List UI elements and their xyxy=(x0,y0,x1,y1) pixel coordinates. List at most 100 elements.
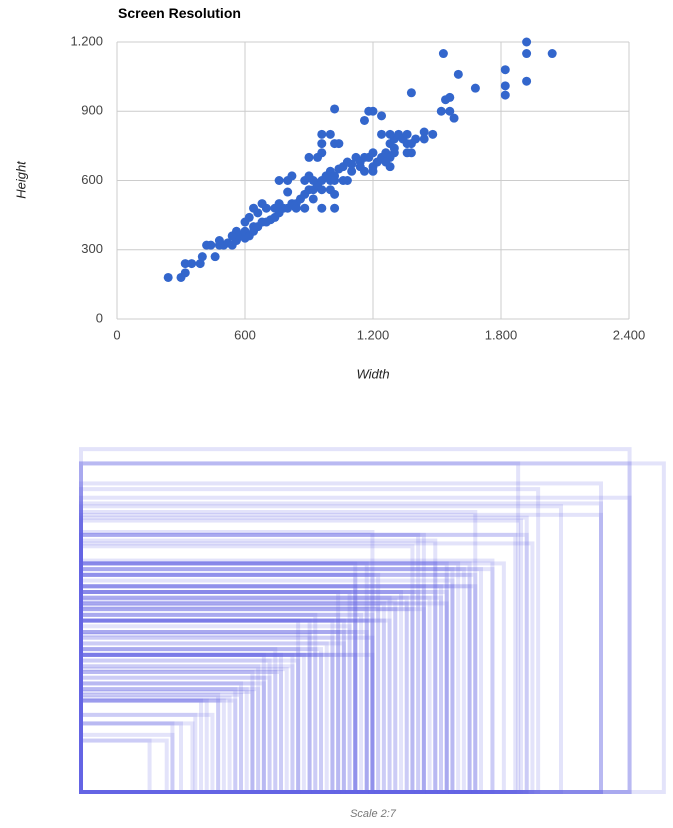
resolution-rect xyxy=(79,538,438,794)
point xyxy=(438,49,448,59)
resolution-rect xyxy=(79,630,369,794)
resolution-rect xyxy=(79,675,266,795)
point xyxy=(445,92,455,102)
resolution-rect xyxy=(79,658,301,794)
resolution-rect xyxy=(79,544,415,794)
point xyxy=(347,159,357,169)
resolution-rect xyxy=(79,721,183,795)
x-tick-label: 1.800 xyxy=(485,327,518,342)
point xyxy=(385,129,395,139)
point xyxy=(389,148,399,158)
point xyxy=(449,113,459,123)
point xyxy=(522,49,532,59)
point xyxy=(470,83,480,93)
point xyxy=(317,139,327,149)
point xyxy=(330,189,340,199)
resolution-rect xyxy=(79,667,289,795)
x-axis-title: Width xyxy=(356,366,389,381)
resolution-rect xyxy=(79,647,318,795)
resolution-rect xyxy=(79,664,261,794)
resolution-rect xyxy=(79,504,563,794)
resolution-rect xyxy=(79,595,443,795)
resolution-rect xyxy=(79,532,426,794)
resolution-rect xyxy=(79,590,449,794)
resolution-rect xyxy=(79,664,295,794)
resolution-rect xyxy=(79,652,266,794)
point xyxy=(381,157,391,167)
point xyxy=(419,134,429,144)
point xyxy=(317,203,327,213)
resolution-rect xyxy=(79,607,369,795)
point xyxy=(214,236,224,246)
resolution-rect xyxy=(79,658,272,794)
resolution-rect xyxy=(79,561,472,795)
resolution-rect xyxy=(79,607,415,795)
resolution-rect xyxy=(79,652,323,794)
resolution-rect xyxy=(79,561,461,795)
point xyxy=(419,127,429,137)
point xyxy=(308,194,318,204)
resolution-rect xyxy=(79,624,352,794)
resolution-rect xyxy=(79,670,283,794)
resolution-rect xyxy=(79,572,449,794)
resolution-rect xyxy=(79,630,346,794)
resolution-rect xyxy=(79,572,358,794)
resolution-rect xyxy=(79,590,421,794)
point xyxy=(547,49,557,59)
point xyxy=(445,106,455,116)
resolution-rect xyxy=(79,584,478,794)
resolution-rect xyxy=(79,630,341,794)
point xyxy=(180,268,190,278)
resolution-rect xyxy=(79,598,398,794)
resolution-rect xyxy=(79,584,426,794)
point xyxy=(377,129,387,139)
point xyxy=(406,88,416,98)
resolution-rect xyxy=(79,590,341,794)
resolution-rect xyxy=(79,595,432,795)
resolution-rect xyxy=(79,687,238,795)
resolution-rect xyxy=(79,670,278,794)
resolution-rect xyxy=(79,670,255,794)
y-tick-label: 900 xyxy=(81,103,103,118)
y-tick-label: 300 xyxy=(81,241,103,256)
resolution-rect xyxy=(79,641,346,795)
point xyxy=(197,252,207,262)
resolution-rect xyxy=(79,712,198,794)
resolution-rect xyxy=(79,618,346,794)
point xyxy=(334,139,344,149)
resolution-rect xyxy=(79,541,535,795)
y-tick-label: 1.200 xyxy=(70,33,103,48)
point xyxy=(377,111,387,121)
point xyxy=(500,90,510,100)
point xyxy=(453,69,463,79)
point xyxy=(253,208,263,218)
resolution-rect xyxy=(79,652,358,794)
resolution-rect xyxy=(79,584,455,794)
resolution-rect xyxy=(79,561,369,795)
resolution-rect xyxy=(79,612,375,794)
resolution-rect xyxy=(79,584,443,794)
resolution-rect xyxy=(79,738,152,794)
resolution-rect xyxy=(79,567,466,795)
point xyxy=(187,259,197,269)
resolution-rect xyxy=(79,612,341,794)
resolution-rect xyxy=(79,512,603,794)
resolution-rect xyxy=(79,618,301,794)
resolution-rect xyxy=(79,601,426,795)
point xyxy=(313,152,323,162)
resolution-rect xyxy=(79,532,529,794)
resolution-rect xyxy=(79,618,335,794)
resolution-rect xyxy=(79,618,369,794)
y-tick-label: 600 xyxy=(81,172,103,187)
point xyxy=(287,171,297,181)
resolution-rect xyxy=(79,612,318,794)
resolution-rect xyxy=(79,681,243,795)
chart-title: Screen Resolution xyxy=(118,5,241,21)
x-tick-label: 0 xyxy=(113,327,120,342)
point xyxy=(330,104,340,114)
point xyxy=(274,199,284,209)
point xyxy=(300,203,310,213)
resolution-rect xyxy=(79,635,375,795)
resolution-rect xyxy=(79,692,221,794)
